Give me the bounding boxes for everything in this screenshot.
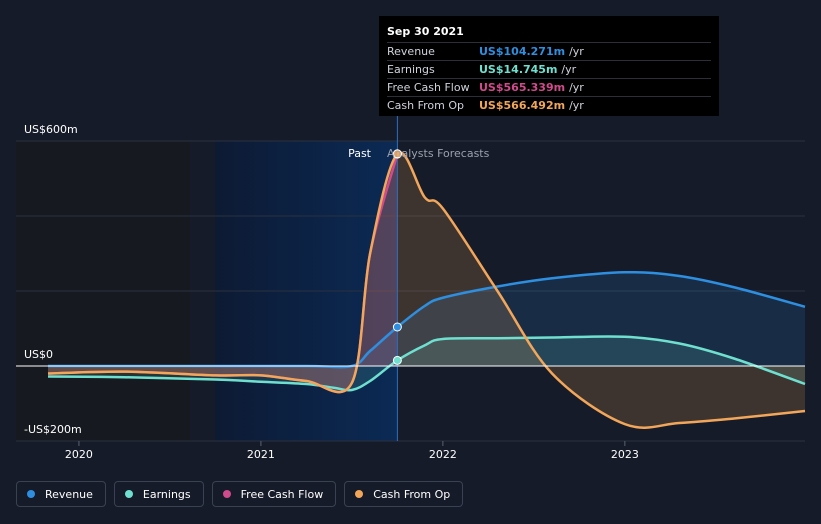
forecast-label: Analysts Forecasts: [387, 147, 490, 160]
x-tick-label: 2022: [429, 448, 457, 461]
marker-revenue: [392, 322, 402, 332]
legend-item-free-cash-flow[interactable]: Free Cash Flow: [211, 481, 337, 507]
legend-dot-icon: [222, 490, 231, 498]
tooltip-value: US$14.745m: [479, 63, 558, 76]
legend-label: Earnings: [142, 487, 191, 501]
tooltip-unit: /yr: [569, 99, 584, 112]
legend-item-earnings[interactable]: Earnings: [113, 481, 204, 507]
tooltip-unit: /yr: [569, 81, 584, 94]
marker-earnings: [392, 355, 402, 365]
legend-item-revenue[interactable]: Revenue: [16, 481, 106, 507]
y-tick-600: US$600m: [24, 123, 78, 136]
past-label: Past: [348, 147, 372, 160]
marker-cash-from-op: [392, 149, 402, 159]
series-area-revenue: [48, 272, 805, 368]
tooltip-value: US$566.492m: [479, 99, 566, 112]
legend-label: Cash From Op: [373, 487, 451, 501]
tooltip-unit: /yr: [561, 63, 577, 76]
series-area-earnings: [48, 336, 805, 391]
tooltip-label: Earnings: [387, 63, 435, 76]
series-areas: [48, 152, 805, 428]
series-area-cash-from-op: [48, 152, 805, 428]
tooltip-label: Free Cash Flow: [387, 81, 470, 94]
x-axis-ticks: 2020 2021 2022 2023: [65, 441, 639, 461]
gridlines: [16, 140, 805, 442]
tooltip-row-fcf: Free Cash Flow US$565.339m /yr: [387, 79, 711, 97]
y-tick-neg200: -US$200m: [24, 423, 82, 436]
tooltip-label: Cash From Op: [387, 99, 465, 112]
tooltip-row-cfo: Cash From Op US$566.492m /yr: [387, 97, 711, 114]
series-area-free-cash-flow: [48, 154, 398, 393]
y-tick-0: US$0: [24, 348, 53, 361]
tooltip-value: US$565.339m: [479, 81, 566, 94]
tooltip-value: US$104.271m: [479, 45, 566, 58]
tooltip: Sep 30 2021 Revenue US$104.271m /yr Earn…: [379, 16, 719, 116]
legend-label: Revenue: [45, 487, 93, 501]
legend-dot-icon: [355, 490, 364, 498]
tooltip-date: Sep 30 2021: [387, 24, 711, 43]
legend-dot-icon: [124, 490, 133, 498]
tooltip-row-earnings: Earnings US$14.745m /yr: [387, 61, 711, 79]
tooltip-label: Revenue: [387, 45, 435, 58]
tooltip-row-revenue: Revenue US$104.271m /yr: [387, 43, 711, 61]
legend: Revenue Earnings Free Cash Flow Cash Fro…: [16, 481, 464, 509]
x-tick-label: 2020: [65, 448, 93, 461]
tooltip-unit: /yr: [569, 45, 584, 58]
tooltip-markers: [392, 149, 402, 365]
legend-label: Free Cash Flow: [240, 487, 324, 501]
legend-dot-icon: [27, 490, 35, 498]
series-line-cash-from-op: [47, 151, 806, 429]
x-tick-label: 2021: [247, 448, 275, 461]
legend-item-cash-from-op[interactable]: Cash From Op: [344, 481, 464, 507]
x-tick-label: 2023: [611, 448, 639, 461]
